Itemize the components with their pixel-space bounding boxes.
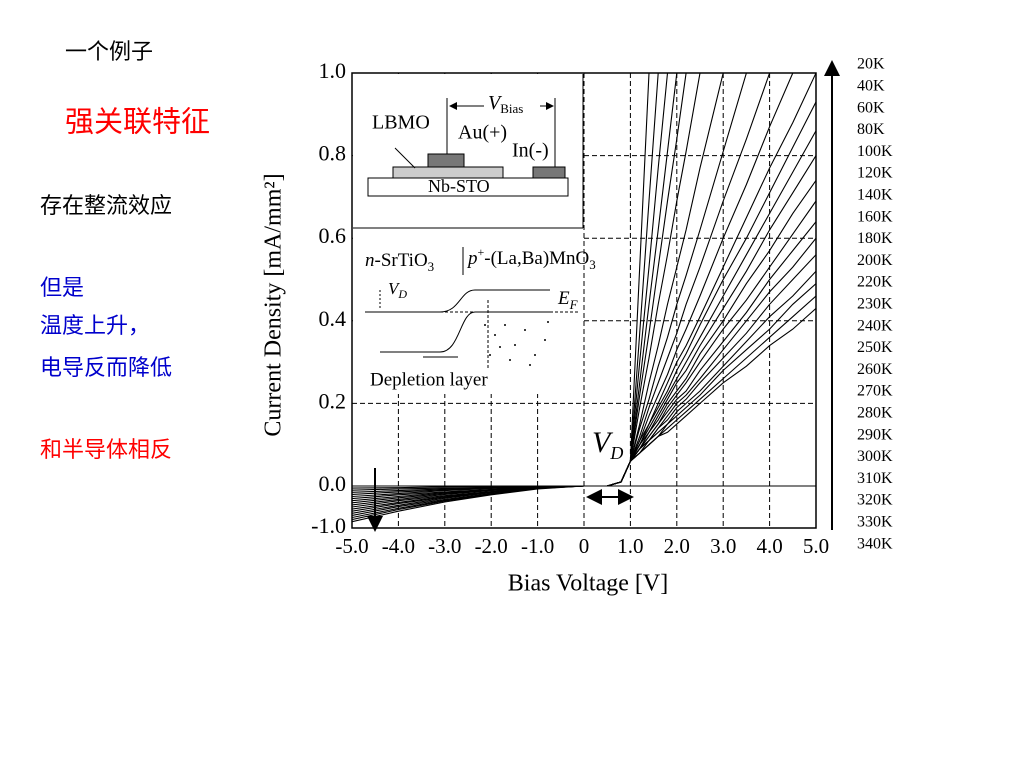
legend-label: 20K <box>857 56 885 73</box>
legend-label: 180K <box>857 230 893 247</box>
in-contact <box>532 166 566 179</box>
point: 温度上升， <box>40 313 150 338</box>
legend-label: 230K <box>857 295 893 312</box>
superscript: + <box>478 245 485 259</box>
legend-label: 200K <box>857 252 893 269</box>
symbol: V <box>592 426 614 459</box>
pointer <box>394 147 416 169</box>
x-tick-label: -5.0 <box>335 534 368 558</box>
legend-label: 260K <box>857 361 893 378</box>
subscript: 3 <box>589 257 596 272</box>
x-tick-label: 5.0 <box>803 534 829 558</box>
x-tick-label: -2.0 <box>475 534 508 558</box>
legend-label: 100K <box>857 143 893 160</box>
x-tick-label: -1.0 <box>521 534 554 558</box>
curve <box>352 180 816 506</box>
dots <box>484 321 549 366</box>
legend-label: 220K <box>857 274 893 291</box>
subscript: D <box>397 287 407 301</box>
x-tick-label: -4.0 <box>382 534 415 558</box>
legend-label: 250K <box>857 339 893 356</box>
y-tick-label: 0.4 <box>319 306 347 331</box>
vd-label: VD <box>592 426 623 463</box>
x-tick-label: -3.0 <box>428 534 461 558</box>
inset: LBMO Au(+) In(-) Nb-STO VBias n-SrTiO3 p… <box>353 74 596 394</box>
inset-label: VD <box>388 279 407 301</box>
subscript: 3 <box>428 259 435 274</box>
point: 存在整流效应 <box>40 193 172 218</box>
subscript: F <box>569 297 579 312</box>
au-contact <box>427 153 465 168</box>
legend-label: 140K <box>857 186 893 203</box>
x-tick-label: 0 <box>579 534 590 558</box>
legend-label: 80K <box>857 121 885 138</box>
text: -(La,Ba)MnO <box>484 248 589 269</box>
point: 但是 <box>40 275 84 300</box>
y-tick-label: 0.6 <box>319 223 347 248</box>
legend-label: 300K <box>857 448 893 465</box>
slide-text: 一个例子 强关联特征 存在整流效应 但是 温度上升， 电导反而降低 和半导体相反 <box>40 39 210 462</box>
inset-label: LBMO <box>372 112 430 134</box>
x-axis-label: Bias Voltage [V] <box>508 571 668 597</box>
x-tick-label: 2.0 <box>664 534 690 558</box>
heading: 一个例子 <box>65 39 153 64</box>
legend-label: 240K <box>857 317 893 334</box>
legend-label: 280K <box>857 404 893 421</box>
inset-label: Au(+) <box>458 122 507 144</box>
legend-label: 330K <box>857 513 893 530</box>
inset-label: n-SrTiO3 <box>365 250 434 274</box>
inset-label: EF <box>557 288 579 312</box>
y-tick-label: 0.8 <box>319 141 347 166</box>
y-tick-label: 0.0 <box>319 471 347 496</box>
inset-label: Depletion layer <box>370 369 488 390</box>
y-tick-label: 0.2 <box>319 388 347 413</box>
legend-label: 270K <box>857 383 893 400</box>
y-tick-label: -1.0 <box>311 513 346 538</box>
band <box>380 311 550 353</box>
inset-label: In(-) <box>512 140 549 162</box>
text: -SrTiO <box>375 250 428 271</box>
inset-label: p+-(La,Ba)MnO3 <box>466 245 596 272</box>
inset-label: VBias <box>488 92 523 116</box>
legend-label: 290K <box>857 426 893 443</box>
curves <box>352 73 816 523</box>
inset-label: Nb-STO <box>428 176 490 196</box>
subscript: Bias <box>500 101 523 116</box>
x-tick-label: 3.0 <box>710 534 736 558</box>
y-tick-label: 1.0 <box>319 58 347 83</box>
y-axis-label: Current Density [mA/mm²] <box>261 173 287 436</box>
symbol: V <box>388 279 401 298</box>
legend-label: 160K <box>857 208 893 225</box>
subscript: D <box>609 443 623 463</box>
subtitle: 强关联特征 <box>65 106 210 139</box>
symbol: p <box>466 248 478 269</box>
legend-label: 340K <box>857 535 893 552</box>
legend-label: 310K <box>857 470 893 487</box>
point: 和半导体相反 <box>40 437 172 462</box>
symbol: n <box>365 250 375 271</box>
x-tick-label: 4.0 <box>756 534 782 558</box>
symbol: V <box>488 92 503 114</box>
plot-frame <box>351 72 817 529</box>
legend-label: 120K <box>857 165 893 182</box>
legend-label: 320K <box>857 492 893 509</box>
legend-label: 40K <box>857 77 885 94</box>
point: 电导反而降低 <box>40 355 172 380</box>
symbol: E <box>557 288 570 309</box>
legend-label: 60K <box>857 99 885 116</box>
x-tick-label: 1.0 <box>617 534 643 558</box>
curve <box>352 307 816 523</box>
